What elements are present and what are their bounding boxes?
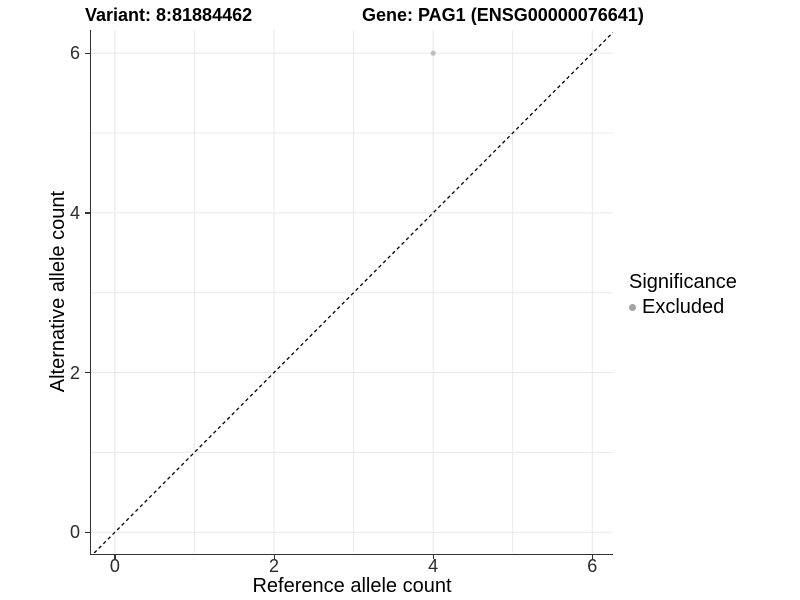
x-tick-label: 6 — [587, 556, 598, 576]
y-tick-mark — [85, 212, 90, 214]
legend-item-excluded: Excluded — [629, 295, 737, 319]
legend-title: Significance — [629, 271, 737, 293]
data-point-excluded — [430, 50, 436, 56]
x-axis-title: Reference allele count — [252, 575, 452, 597]
y-tick-label: 2 — [69, 362, 80, 383]
y-tick-label: 4 — [69, 202, 80, 223]
y-axis-title-wrap: Alternative allele count — [44, 30, 72, 553]
legend-point-icon — [629, 303, 636, 311]
plot-area-svg — [90, 30, 613, 553]
y-tick-mark — [85, 372, 90, 374]
x-tick-mark — [114, 554, 116, 559]
plot-panel — [89, 30, 613, 555]
plot-title-gene: Gene: PAG1 (ENSG00000076641) — [362, 5, 644, 25]
legend-item-label: Excluded — [642, 296, 725, 318]
plot-title-variant: Variant: 8:81884462 — [85, 5, 253, 25]
x-tick-label: 2 — [269, 556, 280, 576]
y-tick-label: 0 — [69, 522, 80, 543]
y-tick-mark — [85, 52, 90, 54]
legend: Significance Excluded — [629, 270, 737, 319]
x-tick-mark — [273, 554, 275, 559]
y-tick-mark — [85, 531, 90, 533]
x-tick-label: 4 — [428, 556, 439, 576]
y-tick-label: 6 — [69, 43, 80, 64]
x-tick-mark — [432, 554, 434, 559]
x-tick-label: 0 — [109, 556, 120, 576]
x-tick-mark — [591, 554, 593, 559]
identity-line — [93, 31, 613, 553]
